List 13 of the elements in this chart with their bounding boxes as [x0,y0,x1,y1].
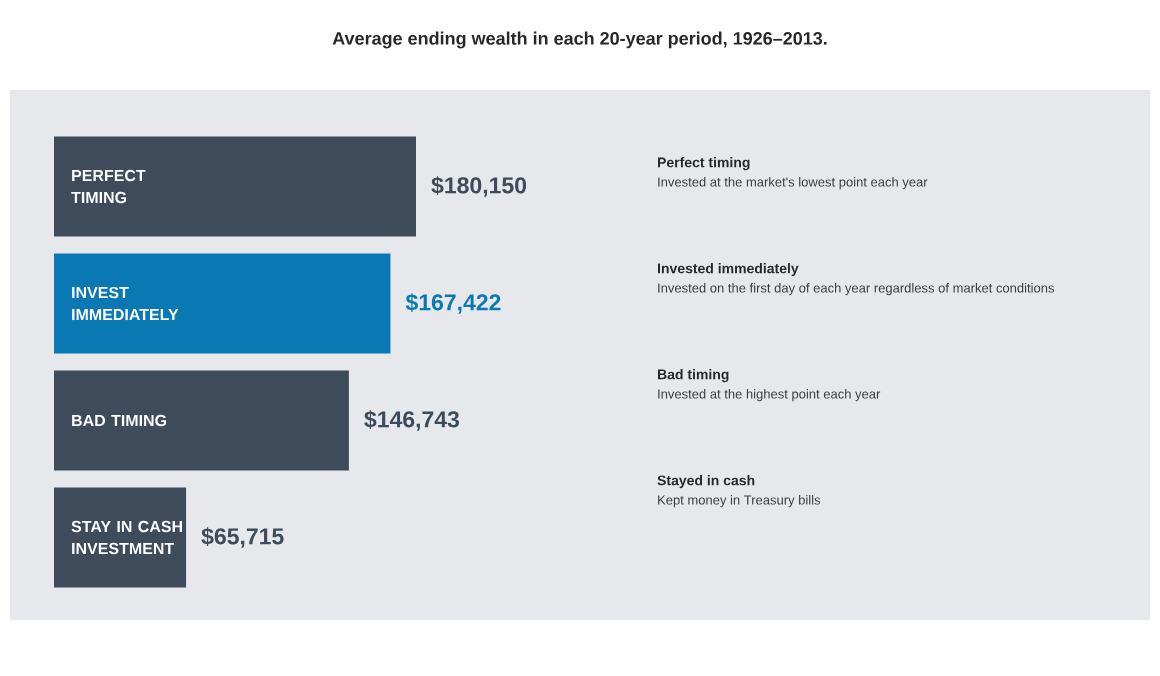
data-label: $146,743 [364,410,460,431]
data-label: $65,715 [201,527,284,548]
bar [54,253,391,354]
bar [54,370,349,471]
text: Average ending wealth in each 20-year period, 1926–2013. [332,31,827,49]
data-label: $180,150 [431,176,527,197]
bar [54,136,416,237]
y-tick-label: INVEST IMMEDIATELY [72,286,179,321]
data-label: $167,422 [405,293,501,314]
y-tick-label: STAY IN CASH INVESTMENT [71,520,182,555]
bar [54,487,187,588]
y-tick-label: PERFECT TIMING [71,169,146,204]
y-tick-label: BAD TIMING [72,414,167,427]
